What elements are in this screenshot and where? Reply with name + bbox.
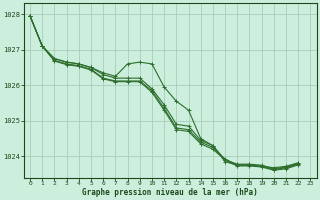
X-axis label: Graphe pression niveau de la mer (hPa): Graphe pression niveau de la mer (hPa) <box>82 188 258 197</box>
